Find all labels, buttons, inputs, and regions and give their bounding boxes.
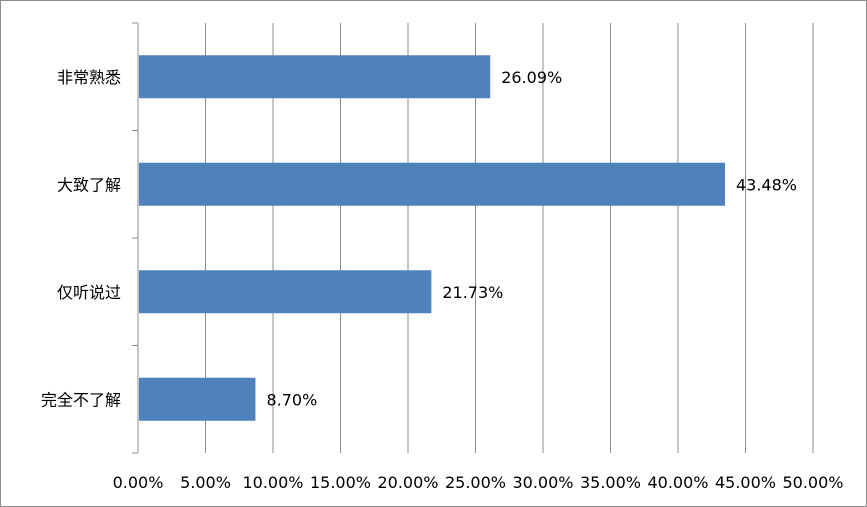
category-label: 非常熟悉 bbox=[57, 68, 121, 87]
data-label: 26.09% bbox=[501, 68, 562, 87]
x-tick-label: 35.00% bbox=[580, 473, 641, 492]
bar bbox=[139, 162, 725, 206]
x-tick-label: 40.00% bbox=[647, 473, 708, 492]
bar bbox=[139, 270, 432, 314]
x-tick-label: 15.00% bbox=[310, 473, 371, 492]
bar bbox=[139, 55, 491, 99]
axes bbox=[132, 22, 139, 454]
labels: 0.00% 5.00% 10.00% 15.00% 20.00% 25.00% 30.00%… bbox=[41, 68, 844, 492]
x-tick-label: 10.00% bbox=[242, 473, 303, 492]
x-tick-label: 20.00% bbox=[377, 473, 438, 492]
x-tick-label: 0.00% bbox=[113, 473, 164, 492]
x-tick-label: 5.00% bbox=[180, 473, 231, 492]
x-tick-label: 25.00% bbox=[445, 473, 506, 492]
data-label: 8.70% bbox=[266, 390, 317, 409]
data-label: 43.48% bbox=[736, 175, 797, 194]
data-label: 21.73% bbox=[442, 283, 503, 302]
category-label: 大致了解 bbox=[57, 175, 121, 194]
category-label: 完全不了解 bbox=[41, 390, 121, 409]
category-label: 仅听说过 bbox=[57, 283, 121, 302]
bars bbox=[139, 55, 725, 421]
x-tick-label: 45.00% bbox=[715, 473, 776, 492]
x-tick-label: 30.00% bbox=[512, 473, 573, 492]
bar bbox=[139, 377, 256, 421]
x-tick-label: 50.00% bbox=[782, 473, 843, 492]
